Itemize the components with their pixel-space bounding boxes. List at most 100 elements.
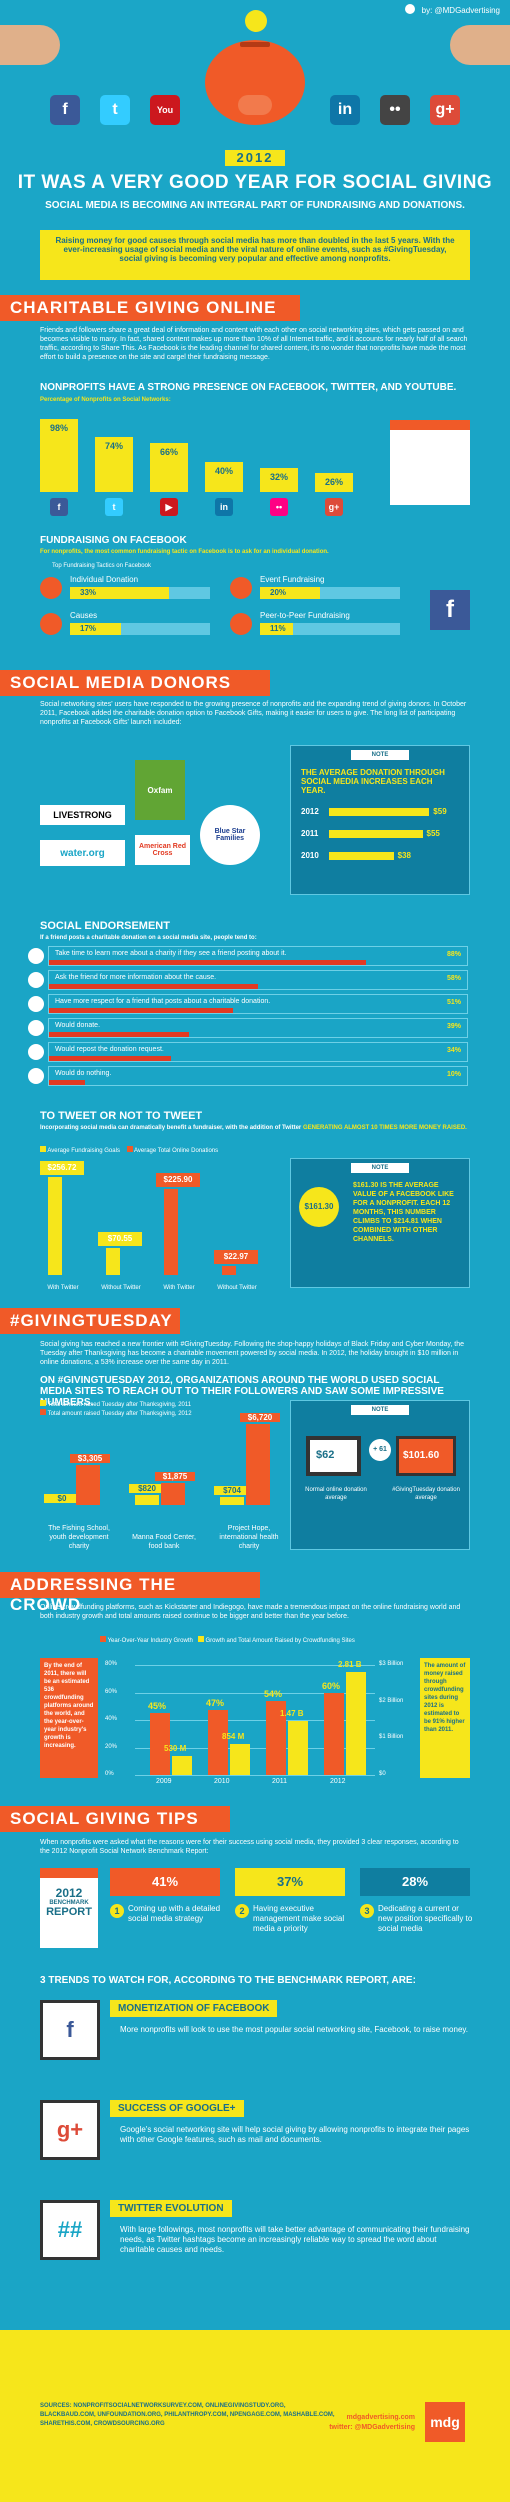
crowd-dollar-label: $0 xyxy=(379,1771,386,1777)
endorse-icon xyxy=(28,1068,44,1084)
red-cross-logo: American Red Cross xyxy=(135,835,190,865)
crowd-growth-bar xyxy=(324,1692,344,1775)
gt-bar-2012 xyxy=(76,1465,100,1505)
report-line2: REPORT xyxy=(46,1906,92,1918)
facebook-icon[interactable]: f xyxy=(50,95,80,125)
crowd-raised-bar xyxy=(346,1671,366,1775)
google-plus-trend-icon: g+ xyxy=(40,2100,100,2160)
tactic-icon xyxy=(40,577,62,599)
tips-text: When nonprofits were asked what the reas… xyxy=(40,1839,459,1855)
tip-pct: 28% xyxy=(360,1868,470,1896)
donor-years-chart: 2012 $59 2011 $55 2010 $38 xyxy=(291,799,469,879)
endorse-bar xyxy=(49,1080,85,1085)
tweet-legend: Average Fundraising Goals Average Total … xyxy=(40,1146,340,1155)
crowd-raised-bar xyxy=(230,1743,250,1775)
endorse-bar xyxy=(49,1008,233,1013)
crowd-growth-bar xyxy=(208,1710,228,1775)
endorse-text: Would donate. xyxy=(55,1022,101,1029)
tactic-bar-track xyxy=(260,623,400,635)
presence-network-icon: ▶ xyxy=(160,498,178,516)
piggy-snout xyxy=(238,95,272,115)
trend-title: SUCCESS OF GOOGLE+ xyxy=(110,2100,244,2117)
tip-text: Coming up with a detailed social media s… xyxy=(128,1904,221,1923)
byline[interactable]: by: @MDGadvertising xyxy=(421,6,500,15)
crowd-pct-label: 0% xyxy=(105,1771,114,1777)
legend-swatch-2011 xyxy=(40,1400,46,1406)
crowd-legend-1: Year-Over-Year Industry Growth xyxy=(107,1638,193,1644)
section-heading-charitable: CHARITABLE GIVING ONLINE xyxy=(0,295,300,321)
endorse-icon xyxy=(28,1020,44,1036)
donors-note-title: THE AVERAGE DONATION THROUGH SOCIAL MEDI… xyxy=(301,768,445,795)
crowd-growth-label: 60% xyxy=(322,1680,341,1691)
footer-site[interactable]: mdgadvertising.com xyxy=(346,2414,415,2421)
tip-number: 2 xyxy=(235,1904,249,1918)
crowd-gridline xyxy=(135,1775,375,1776)
footer-twitter[interactable]: twitter: @MDGadvertising xyxy=(329,2424,415,2431)
endorse-text: Would repost the donation request. xyxy=(55,1046,164,1053)
building-icon xyxy=(390,420,470,505)
facebook-sign-icon: f xyxy=(430,590,470,630)
crowd-growth-label: 47% xyxy=(206,1698,225,1709)
crowd-raised-label: 530 M xyxy=(164,1743,187,1753)
endorse-heading: SOCIAL ENDORSEMENT xyxy=(40,920,170,932)
gt-org-name: The Fishing School, youth development ch… xyxy=(48,1525,110,1550)
crowd-raised-label: 854 M xyxy=(222,1731,245,1741)
tweet-legend-1: Average Fundraising Goals xyxy=(47,1148,120,1154)
water-org-logo: water.org xyxy=(40,840,125,866)
blue-star-families-logo: Blue Star Families xyxy=(200,805,260,865)
tweet-note-text: $161.30 IS THE AVERAGE VALUE OF A FACEBO… xyxy=(353,1182,454,1243)
presence-bar-label: 40% xyxy=(214,466,233,476)
tactic-bar xyxy=(260,623,293,635)
page-title: IT WAS A VERY GOOD YEAR FOR SOCIAL GIVIN… xyxy=(17,172,493,193)
presence-bar-label: 74% xyxy=(104,440,123,451)
note-label: NOTE xyxy=(351,1405,409,1415)
donor-year-label: 2012 xyxy=(301,807,319,816)
tips-list: 41% 1 Coming up with a detailed social med… xyxy=(110,1868,480,1958)
endorse-row: Would repost the donation request. 34% xyxy=(48,1042,468,1062)
linkedin-icon[interactable]: in xyxy=(330,95,360,125)
youtube-icon[interactable]: You xyxy=(150,95,180,125)
endorse-list: Take time to learn more about a charity … xyxy=(0,946,510,1096)
tactic-value: 33% xyxy=(80,588,97,597)
trend-text: With large followings, most nonprofits w… xyxy=(120,2225,470,2254)
presence-bar-label: 66% xyxy=(159,446,178,457)
diff-badge: + 61 xyxy=(369,1439,391,1461)
tweet-bar xyxy=(106,1248,120,1275)
laptop-icon xyxy=(306,1436,361,1476)
crowd-chart: 80% 60% 40% 20% 0% $3 Billion $2 Billion $1 Bil… xyxy=(105,1650,405,1790)
presence-bar xyxy=(95,436,133,492)
tweet-bar-value: $22.97 xyxy=(214,1250,258,1265)
gt-bar-2011 xyxy=(135,1495,159,1505)
crowd-gridline xyxy=(135,1747,375,1749)
endorse-row: Would donate. 39% xyxy=(48,1018,468,1038)
presence-heading: NONPROFITS HAVE A STRONG PRESENCE ON FAC… xyxy=(40,382,457,393)
crowd-dollar-label: $3 Billion xyxy=(379,1661,404,1667)
tweet-bar-label: Without Twitter xyxy=(217,1285,257,1291)
report-line1: BENCHMARK xyxy=(49,1900,89,1906)
donor-year-value: $55 xyxy=(426,829,440,838)
avg2-value: $101.60 xyxy=(403,1450,440,1461)
presence-network-icon: t xyxy=(105,498,123,516)
flickr-icon[interactable]: •• xyxy=(380,95,410,125)
donor-year-bar xyxy=(329,830,423,838)
donor-year-bar xyxy=(329,852,394,860)
twitter-hashtag-icon: ## xyxy=(40,2200,100,2260)
tweet-bar-label: With Twitter xyxy=(163,1285,195,1291)
twitter-bird-icon xyxy=(405,4,415,14)
footer: SOURCES: NONPROFITSOCIALNETWORKSURVEY.CO… xyxy=(0,2330,510,2502)
tip-number: 3 xyxy=(360,1904,374,1918)
crowd-dollar-label: $1 Billion xyxy=(379,1734,404,1741)
endorse-value: 51% xyxy=(446,999,461,1006)
twitter-icon[interactable]: t xyxy=(100,95,130,125)
note-label: NOTE xyxy=(351,1163,409,1173)
tweet-bar xyxy=(222,1266,236,1275)
crowd-text: Online crowdfunding platforms, such as K… xyxy=(40,1604,461,1620)
mdg-logo[interactable]: mdg xyxy=(425,2402,465,2442)
tactic-bar xyxy=(260,587,320,599)
avg1-value: $62 xyxy=(316,1449,335,1461)
tactic-icon xyxy=(230,577,252,599)
crowd-pct-label: 20% xyxy=(105,1743,118,1750)
donor-year-value: $59 xyxy=(433,807,447,816)
crowd-raised-label: 2.81 B xyxy=(338,1659,362,1669)
google-plus-icon[interactable]: g+ xyxy=(430,95,460,125)
